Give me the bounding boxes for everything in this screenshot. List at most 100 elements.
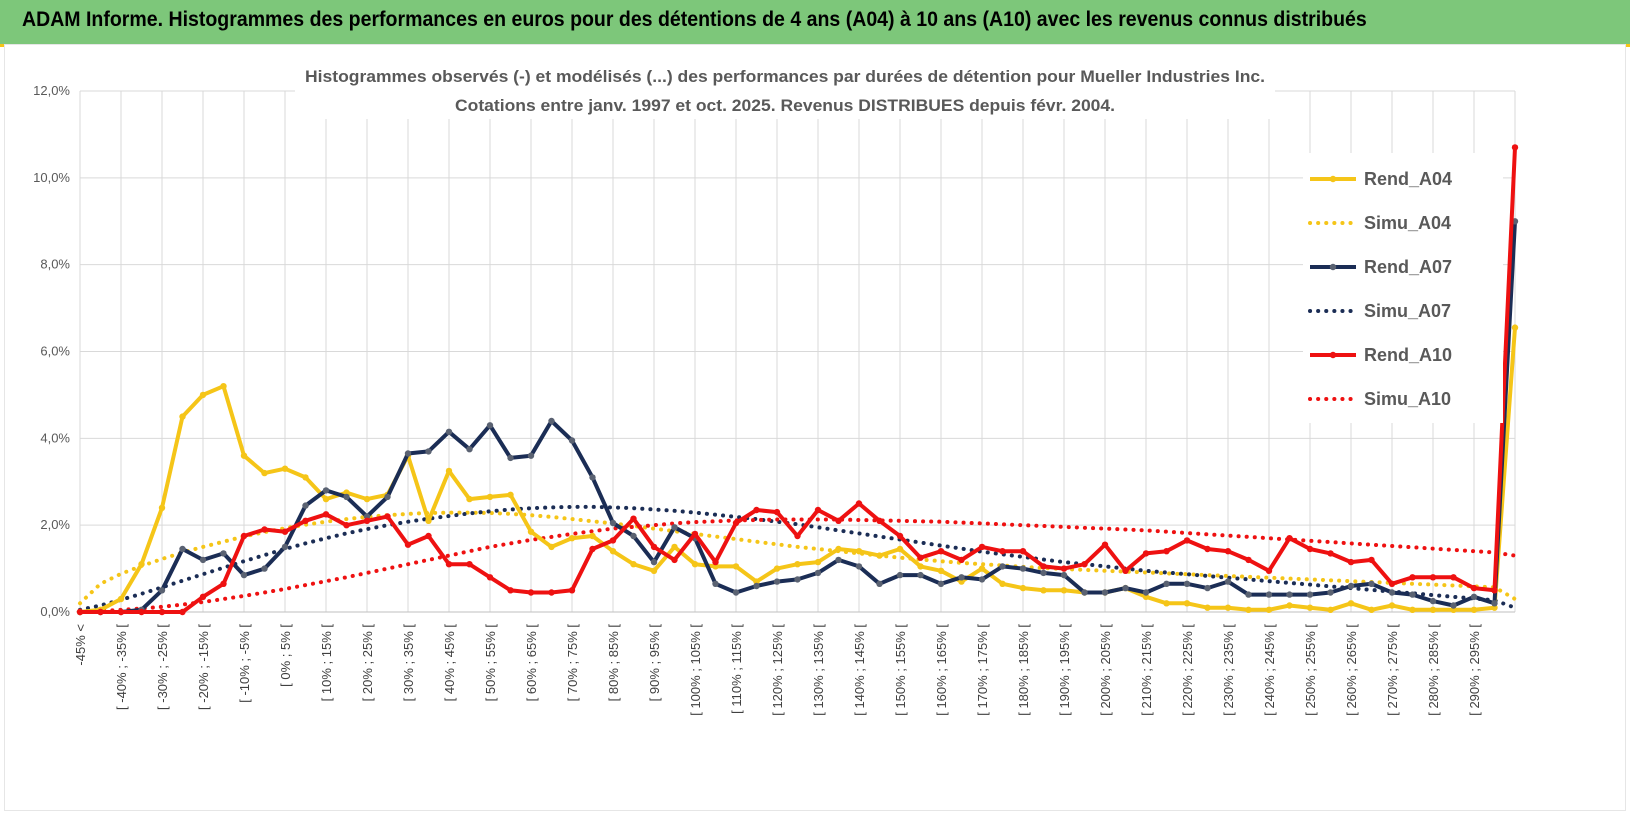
data-point-rend-a04 [630, 561, 637, 568]
series-line-rend-a10 [78, 145, 1517, 614]
data-point-rend-a07 [896, 571, 904, 579]
x-tick-label: [ 140% ; 145% [ [852, 624, 867, 716]
data-point-rend-a04 [1286, 602, 1293, 609]
data-point-rend-a04 [1040, 587, 1047, 594]
data-point-rend-a10 [1040, 563, 1047, 570]
data-point-rend-a04 [158, 504, 166, 511]
data-point-rend-a04 [199, 391, 207, 399]
data-point-rend-a10 [1327, 550, 1334, 557]
y-tick-label: 12,0% [33, 83, 70, 98]
data-point-rend-a07 [855, 563, 863, 570]
data-point-rend-a07 [835, 556, 842, 564]
data-point-rend-a10 [384, 513, 391, 520]
data-point-rend-a04 [322, 495, 330, 503]
data-point-rend-a10 [76, 608, 84, 616]
data-point-rend-a07 [384, 493, 391, 501]
data-point-rend-a10 [322, 511, 330, 518]
data-point-rend-a10 [1204, 545, 1211, 553]
data-point-rend-a10 [1491, 587, 1498, 594]
data-point-rend-a10 [404, 541, 412, 548]
data-point-rend-a07 [1204, 584, 1211, 592]
data-point-rend-a10 [527, 589, 535, 596]
data-point-rend-a07 [732, 589, 740, 596]
data-point-rend-a07 [548, 417, 555, 425]
data-point-rend-a04 [855, 548, 863, 555]
data-point-rend-a10 [1470, 584, 1478, 592]
data-point-rend-a10 [281, 528, 289, 535]
data-point-rend-a10 [896, 532, 904, 540]
data-point-rend-a10 [1101, 541, 1109, 548]
data-point-rend-a04 [281, 465, 289, 472]
data-point-rend-a07 [937, 580, 945, 587]
data-point-rend-a10 [1060, 565, 1068, 572]
x-tick-label: [ -40% ; -35% [ [114, 624, 129, 710]
x-tick-label: [ 100% ; 105% [ [688, 624, 703, 716]
data-point-rend-a07 [630, 532, 637, 540]
data-point-rend-a10 [1286, 535, 1293, 542]
x-tick-label: [ 40% ; 45% [ [442, 624, 457, 702]
x-tick-label: [ -10% ; -5% [ [237, 624, 252, 703]
data-point-rend-a10 [466, 561, 473, 568]
data-point-rend-a07 [712, 580, 719, 587]
data-point-rend-a07 [1224, 578, 1232, 585]
data-point-rend-a07 [1491, 600, 1498, 607]
data-point-rend-a07 [876, 580, 883, 587]
data-point-rend-a07 [1060, 571, 1068, 579]
data-point-rend-a10 [507, 587, 514, 594]
data-point-rend-a07 [1265, 591, 1273, 598]
data-point-rend-a10 [1142, 550, 1150, 557]
data-point-rend-a07 [1470, 593, 1478, 600]
chart-title: Histogrammes observés (-) et modélisés (… [305, 67, 1265, 86]
data-point-rend-a04 [1183, 600, 1191, 607]
data-point-rend-a10 [855, 500, 863, 507]
data-point-rend-a10 [712, 558, 719, 566]
data-point-rend-a04 [1429, 606, 1437, 613]
title-background [295, 59, 1275, 119]
legend-marker-rend-a04 [1329, 175, 1337, 183]
series-line-simu-a07 [78, 504, 1517, 612]
data-point-rend-a07 [1450, 602, 1457, 609]
data-point-rend-a07 [999, 563, 1006, 570]
data-point-rend-a04 [179, 413, 186, 420]
data-point-rend-a10 [1163, 548, 1170, 555]
data-point-rend-a10 [1122, 567, 1129, 574]
data-point-rend-a04 [568, 535, 576, 542]
data-point-rend-a07 [671, 524, 678, 531]
title-banner: ADAM Informe. Histogrammes des performan… [0, 0, 1630, 44]
data-point-rend-a10 [1306, 545, 1314, 553]
x-tick-label: [ 150% ; 155% [ [893, 624, 908, 716]
data-point-rend-a10 [343, 522, 350, 529]
chart-subtitle: Cotations entre janv. 1997 et oct. 2025.… [455, 96, 1115, 115]
data-point-rend-a07 [322, 487, 330, 494]
data-point-rend-a07 [568, 437, 576, 444]
legend-marker-rend-a07 [1329, 263, 1337, 271]
data-point-rend-a07 [1286, 591, 1293, 598]
data-point-rend-a04 [486, 493, 494, 501]
data-point-rend-a10 [425, 532, 432, 540]
data-point-rend-a10 [117, 608, 125, 616]
data-point-rend-a10 [876, 517, 883, 524]
legend-background [1303, 153, 1503, 423]
data-point-rend-a07 [814, 569, 822, 577]
data-point-rend-a04 [671, 543, 678, 551]
data-point-rend-a04 [917, 563, 924, 570]
data-point-rend-a07 [609, 519, 617, 527]
data-point-rend-a04 [1409, 606, 1416, 613]
data-point-rend-a04 [261, 469, 268, 477]
data-point-rend-a07 [794, 576, 801, 583]
chart-area: 0,0% 2,0% 4,0% 6,0% 8,0% 10,0% 12,0% -45% < [ -4… [4, 44, 1626, 811]
data-point-rend-a07 [466, 446, 473, 453]
data-point-rend-a04 [650, 567, 658, 574]
data-point-rend-a07 [958, 574, 965, 581]
data-point-rend-a04 [589, 532, 596, 540]
data-point-rend-a04 [445, 467, 453, 475]
data-point-rend-a10 [486, 574, 494, 581]
data-point-rend-a07 [425, 448, 432, 455]
data-point-rend-a04 [302, 474, 309, 481]
x-tick-label: [ -20% ; -15% [ [196, 624, 211, 710]
data-point-rend-a10 [158, 608, 166, 616]
data-point-rend-a04 [507, 491, 514, 498]
data-point-rend-a04 [1368, 606, 1375, 613]
data-point-rend-a07 [281, 543, 289, 551]
y-tick-label: 2,0% [40, 517, 70, 532]
